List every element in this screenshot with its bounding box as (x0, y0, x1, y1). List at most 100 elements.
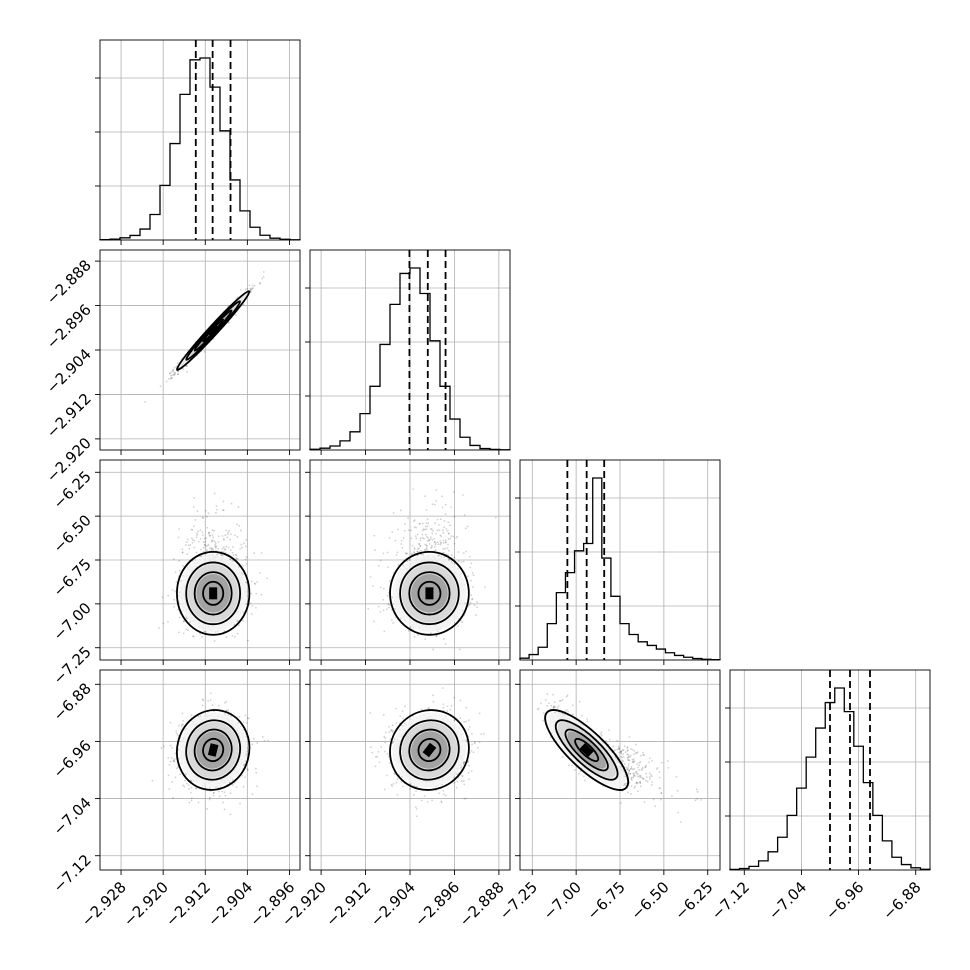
sample-point (450, 506, 452, 509)
sample-point (244, 714, 247, 717)
sample-point (250, 592, 252, 595)
sample-point (242, 564, 245, 567)
sample-point (245, 603, 247, 606)
sample-point (266, 577, 269, 580)
sample-point (415, 526, 418, 529)
sample-point (171, 374, 173, 377)
sample-point (199, 632, 201, 635)
sample-point (251, 793, 254, 795)
contour-level-3 (185, 719, 242, 781)
sample-point (392, 782, 395, 785)
sample-point (202, 546, 205, 549)
sample-point (214, 545, 217, 548)
sample-point (185, 365, 188, 367)
sample-point (159, 385, 162, 388)
sample-point (460, 561, 463, 563)
sample-point (207, 544, 210, 546)
sample-point (253, 582, 256, 585)
sample-point (211, 704, 214, 706)
sample-point (437, 554, 440, 557)
sample-point (187, 544, 190, 547)
sample-point (177, 734, 179, 737)
contour-level-1 (417, 580, 442, 606)
sample-point (388, 580, 391, 582)
sample-point (225, 529, 227, 532)
sample-point (249, 288, 252, 291)
sample-point (415, 537, 418, 540)
sample-point (199, 555, 202, 558)
sample-point (213, 492, 216, 495)
sample-point (419, 537, 422, 540)
sample-point (199, 529, 202, 532)
sample-point (256, 742, 259, 745)
sample-point (407, 517, 409, 520)
sample-point (440, 800, 443, 803)
sample-point (256, 785, 258, 788)
sample-point (208, 798, 211, 801)
sample-point (190, 528, 193, 531)
sample-point (253, 285, 256, 287)
scatter-panel-2-0: −7.25−7.00−6.75−6.50−6.25 (50, 459, 301, 688)
sample-point (202, 541, 205, 543)
sample-point (250, 613, 253, 616)
x-tick-label: −2.912 (162, 878, 214, 930)
sample-point (258, 281, 261, 284)
sample-point (419, 539, 422, 542)
sample-point (207, 532, 210, 535)
contour-level-2 (193, 728, 233, 772)
sample-point (144, 401, 147, 403)
sample-point (175, 767, 178, 770)
sample-point (422, 553, 424, 556)
sample-point (242, 303, 245, 306)
sample-point (173, 598, 175, 601)
y-tick-label: −7.25 (50, 643, 95, 688)
sample-point (204, 509, 207, 512)
sample-point (418, 523, 421, 525)
sample-point (223, 701, 226, 704)
panel-frame (99, 459, 301, 661)
sample-point (383, 630, 386, 633)
sample-point (175, 730, 178, 733)
sample-point (459, 699, 462, 702)
sample-point (178, 616, 181, 619)
sample-point (200, 548, 202, 551)
y-tick-label: −7.04 (50, 794, 95, 839)
sample-point (176, 362, 179, 365)
sample-point (235, 557, 238, 560)
sample-point (207, 699, 210, 702)
sample-point (229, 813, 232, 816)
sample-point (240, 543, 243, 546)
sample-point (447, 543, 449, 546)
sample-point (392, 622, 394, 624)
contour-level-1 (202, 737, 225, 763)
sample-point (429, 538, 432, 540)
sample-point (217, 704, 220, 707)
sample-point (188, 787, 190, 790)
sample-point (181, 723, 183, 726)
sample-point (432, 530, 434, 532)
sample-point (406, 552, 409, 555)
sample-point (201, 698, 204, 701)
sample-point (178, 724, 180, 727)
sample-point (167, 620, 169, 623)
sample-point (178, 559, 181, 562)
sample-point (192, 635, 195, 638)
sample-point (413, 547, 416, 549)
sample-point (442, 531, 445, 534)
sample-point (473, 604, 476, 607)
sample-point (382, 552, 385, 555)
sample-point (247, 717, 250, 720)
sample-point (245, 556, 248, 558)
sample-point (424, 495, 426, 497)
sample-point (441, 495, 443, 498)
sample-point (439, 518, 442, 520)
sample-point (172, 370, 175, 373)
sample-point (447, 538, 450, 540)
sample-point (182, 632, 185, 635)
sample-point (462, 763, 465, 766)
sample-point (400, 539, 403, 542)
sample-point (209, 699, 212, 701)
sample-point (416, 551, 419, 553)
sample-point (420, 708, 423, 711)
sample-point (235, 786, 238, 788)
